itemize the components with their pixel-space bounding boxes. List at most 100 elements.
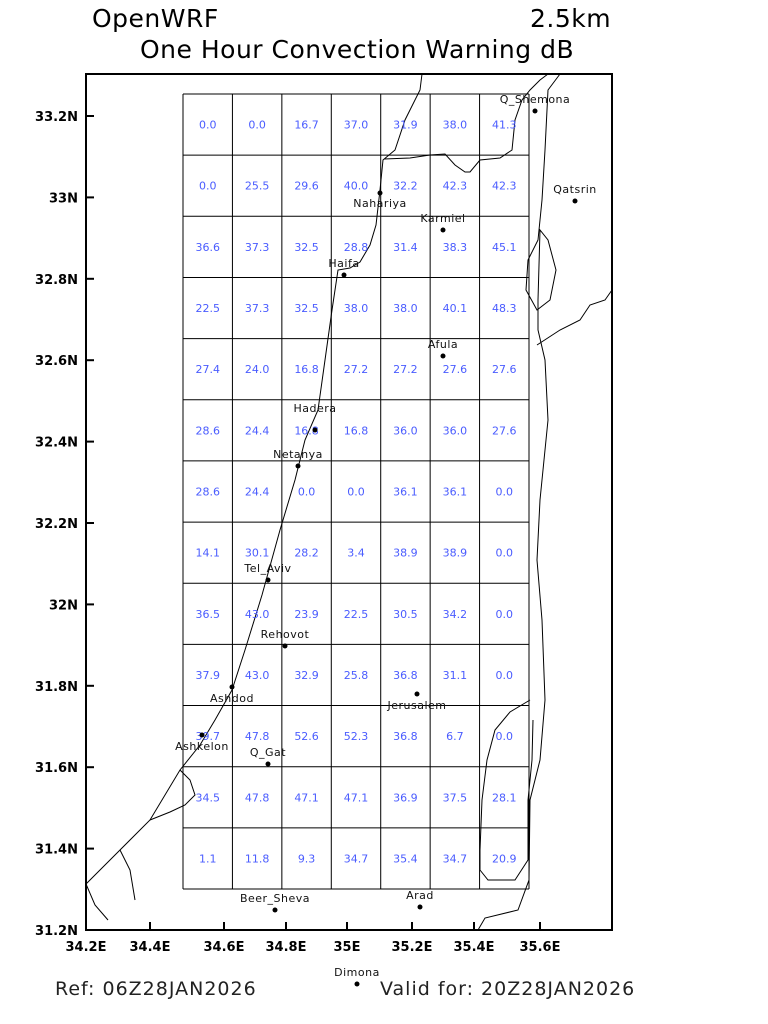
grid-value: 42.3 <box>443 180 468 193</box>
grid-value: 52.6 <box>294 730 319 743</box>
x-tick-label: 34.8E <box>266 940 307 955</box>
city-label: Q_Gat <box>250 746 286 759</box>
grid-value: 31.9 <box>393 119 418 132</box>
grid-value: 0.0 <box>298 486 316 499</box>
coastline-border <box>85 883 109 921</box>
grid-value: 20.9 <box>492 852 517 865</box>
city-label: Arad <box>406 889 434 902</box>
grid-value: 23.9 <box>294 608 319 621</box>
grid-value: 9.3 <box>298 852 316 865</box>
grid-value: 42.3 <box>492 180 517 193</box>
city-label: Netanya <box>273 448 323 461</box>
grid-value: 24.4 <box>245 486 270 499</box>
grid-value: 36.0 <box>443 424 468 437</box>
y-tick-label: 31.2N <box>35 924 78 939</box>
grid-value: 48.3 <box>492 302 517 315</box>
x-tick-label: 34.4E <box>130 940 171 955</box>
city-label: Rehovot <box>261 628 310 641</box>
grid-value: 36.5 <box>195 608 220 621</box>
grid-value: 38.0 <box>443 119 468 132</box>
grid-value: 24.0 <box>245 363 270 376</box>
city-marker <box>265 577 271 583</box>
grid-value: 6.7 <box>446 730 464 743</box>
grid-value: 36.9 <box>393 791 418 804</box>
y-tick-label: 32.8N <box>35 273 78 288</box>
city-marker <box>265 761 271 767</box>
valid-time: Valid for: 20Z28JAN2026 <box>380 978 636 1000</box>
grid-value: 36.1 <box>393 486 418 499</box>
city-marker <box>417 904 423 910</box>
model-name: OpenWRF <box>92 4 219 33</box>
grid-value: 16.8 <box>294 424 319 437</box>
city-marker <box>341 272 347 278</box>
grid-value: 47.8 <box>245 791 270 804</box>
grid-value: 31.1 <box>443 669 468 682</box>
grid-value: 22.5 <box>195 302 220 315</box>
plot-frame <box>85 73 613 931</box>
city-label: Haifa <box>328 257 359 270</box>
grid-value: 34.2 <box>443 608 468 621</box>
x-tick-label: 35.4E <box>454 940 495 955</box>
y-tick-label: 31.4N <box>35 843 78 858</box>
grid-value: 38.0 <box>393 302 418 315</box>
grid-value: 37.3 <box>245 302 270 315</box>
grid-value: 34.5 <box>195 791 220 804</box>
grid-value: 47.8 <box>245 730 270 743</box>
city-marker <box>199 732 205 738</box>
city-marker <box>312 427 318 433</box>
grid-value: 22.5 <box>344 608 369 621</box>
grid-value: 37.0 <box>344 119 369 132</box>
y-tick-label: 31.8N <box>35 680 78 695</box>
city-marker <box>440 353 446 359</box>
grid-value: 0.0 <box>199 119 217 132</box>
grid-value: 27.6 <box>492 424 517 437</box>
city-marker <box>572 198 578 204</box>
grid-value: 32.5 <box>294 302 319 315</box>
grid-value: 28.8 <box>344 241 369 254</box>
city-label: Hadera <box>293 402 336 415</box>
grid-value: 36.8 <box>393 730 418 743</box>
grid-value: 43.0 <box>245 669 270 682</box>
y-tick-label: 32.2N <box>35 517 78 532</box>
city-label: Q_Shemona <box>500 93 571 106</box>
grid-value: 0.0 <box>496 608 514 621</box>
grid-value: 36.6 <box>195 241 220 254</box>
grid-value: 28.1 <box>492 791 517 804</box>
grid-value: 40.0 <box>344 180 369 193</box>
grid-value: 16.7 <box>294 119 319 132</box>
grid-value: 0.0 <box>496 669 514 682</box>
coastline-border <box>477 73 561 931</box>
x-tick-label: 35E <box>334 940 361 955</box>
grid-value: 36.8 <box>393 669 418 682</box>
y-tick-label: 31.6N <box>35 761 78 776</box>
grid-value: 0.0 <box>496 730 514 743</box>
city-label: Ashkelon <box>175 740 229 753</box>
city-marker <box>229 684 235 690</box>
grid-value: 30.1 <box>245 547 270 560</box>
city-label: Qatsrin <box>553 183 597 196</box>
grid-value: 3.4 <box>347 547 365 560</box>
city-marker <box>414 691 420 697</box>
grid-value: 45.1 <box>492 241 517 254</box>
grid-value: 25.8 <box>344 669 369 682</box>
city-label: Dimona <box>334 966 380 979</box>
city-label: Tel_Aviv <box>243 562 291 575</box>
grid-value: 27.6 <box>492 363 517 376</box>
grid-value: 47.1 <box>294 791 319 804</box>
ref-time: Ref: 06Z28JAN2026 <box>55 978 257 1000</box>
grid-value: 36.0 <box>393 424 418 437</box>
grid-value: 43.0 <box>245 608 270 621</box>
grid-value: 38.0 <box>344 302 369 315</box>
grid-value: 28.6 <box>195 486 220 499</box>
city-marker <box>282 643 288 649</box>
coastline-border <box>149 769 196 821</box>
city-label: Karmiel <box>420 212 465 225</box>
city-marker <box>532 108 538 114</box>
grid-value: 32.2 <box>393 180 418 193</box>
grid-value: 29.6 <box>294 180 319 193</box>
x-tick-label: 34.6E <box>204 940 245 955</box>
grid-value: 38.3 <box>443 241 468 254</box>
grid-value: 27.4 <box>195 363 220 376</box>
grid-value: 32.9 <box>294 669 319 682</box>
grid-value: 28.6 <box>195 424 220 437</box>
